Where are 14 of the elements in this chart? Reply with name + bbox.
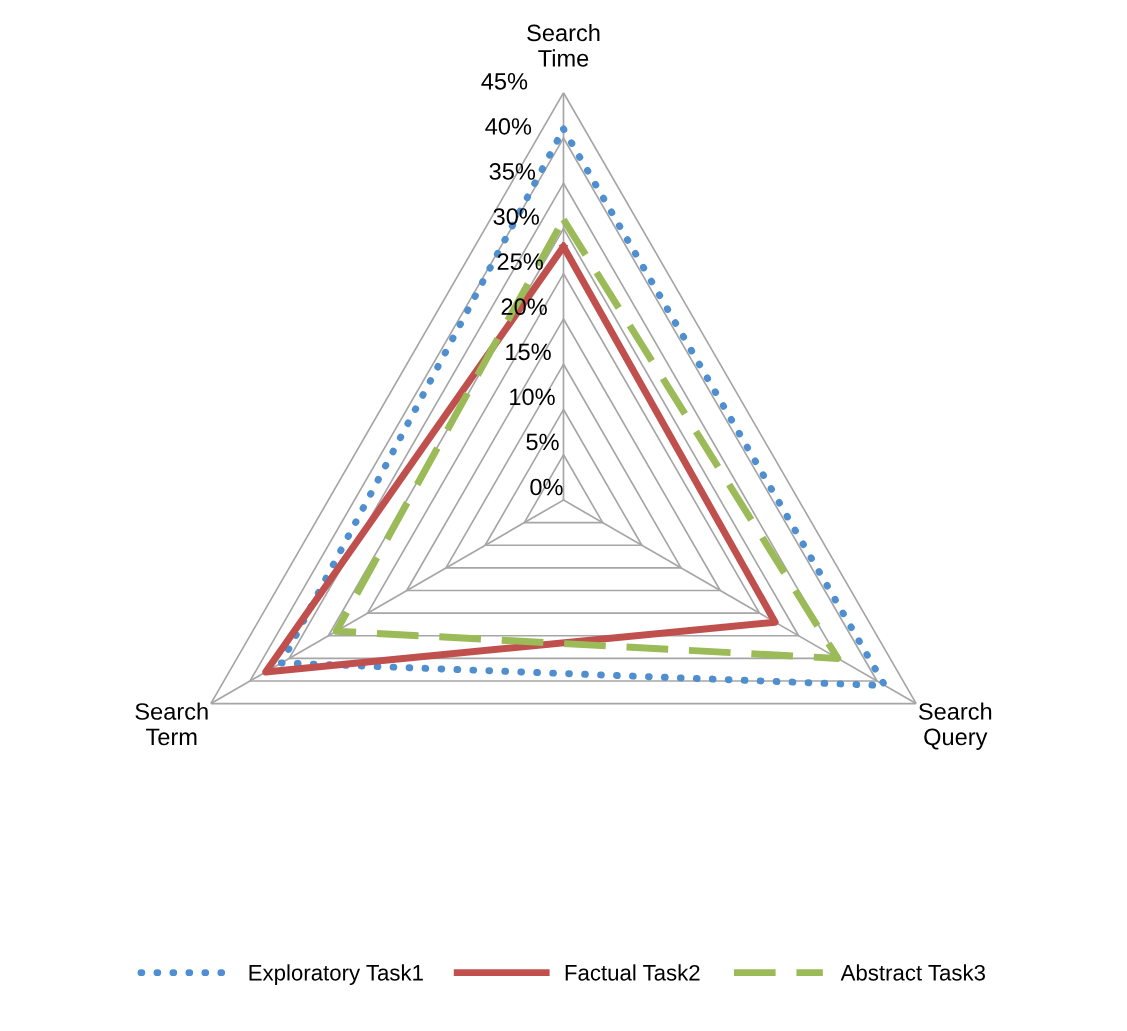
legend-label: Abstract Task3 [840,964,985,981]
spoke-label: Search Query [918,702,992,750]
legend-label: Exploratory Task1 [249,964,423,986]
y-tick-label: 0% [530,478,563,496]
spoke-label: Search Time [527,23,600,67]
y-tick-label: 15% [506,343,551,361]
y-tick-label: 30% [493,208,539,225]
y-tick-label: 45% [481,73,528,90]
y-tick-label: 40% [485,118,532,135]
y-tick-label: 5% [526,433,559,451]
legend-label: Factual Task2 [565,964,700,981]
y-tick-label: 35% [489,163,536,180]
y-tick-label: 10% [510,388,555,406]
spoke-label: Search Term [135,702,208,746]
